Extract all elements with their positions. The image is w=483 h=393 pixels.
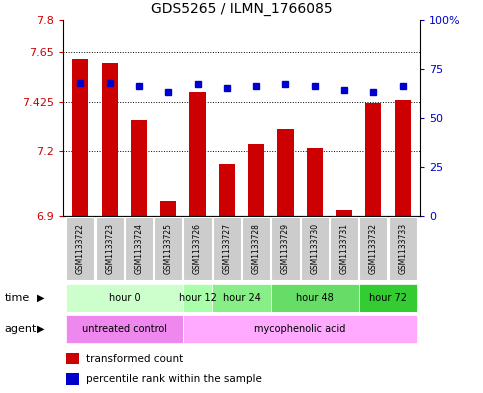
FancyBboxPatch shape [66,315,183,343]
Bar [395,101,411,216]
Text: GSM1133727: GSM1133727 [222,223,231,274]
Text: ▶: ▶ [37,324,45,334]
FancyBboxPatch shape [183,284,212,312]
Bar [307,149,323,216]
Bar [189,92,206,216]
FancyBboxPatch shape [359,284,417,312]
Bar [277,129,294,216]
Bar [101,63,118,216]
Bar [66,353,79,364]
Text: GSM1133722: GSM1133722 [76,223,85,274]
Text: GSM1133728: GSM1133728 [252,223,261,274]
Text: ▶: ▶ [37,293,45,303]
FancyBboxPatch shape [66,284,183,312]
Text: percentile rank within the sample: percentile rank within the sample [86,374,262,384]
FancyBboxPatch shape [242,217,270,280]
Text: transformed count: transformed count [86,354,183,364]
Text: GSM1133731: GSM1133731 [340,223,349,274]
FancyBboxPatch shape [271,217,299,280]
FancyBboxPatch shape [96,217,124,280]
Bar [219,164,235,216]
FancyBboxPatch shape [301,217,329,280]
Bar [131,120,147,216]
Text: hour 24: hour 24 [223,293,260,303]
FancyBboxPatch shape [359,217,387,280]
Bar [72,59,88,216]
FancyBboxPatch shape [388,217,417,280]
FancyBboxPatch shape [330,217,358,280]
Text: agent: agent [5,324,37,334]
Title: GDS5265 / ILMN_1766085: GDS5265 / ILMN_1766085 [151,2,332,16]
Bar [336,209,352,216]
Text: time: time [5,293,30,303]
FancyBboxPatch shape [213,217,241,280]
Text: GSM1133733: GSM1133733 [398,223,407,274]
FancyBboxPatch shape [271,284,359,312]
FancyBboxPatch shape [154,217,182,280]
Text: mycophenolic acid: mycophenolic acid [255,324,346,334]
FancyBboxPatch shape [125,217,153,280]
Bar [160,201,176,216]
Text: hour 0: hour 0 [109,293,140,303]
Text: GSM1133730: GSM1133730 [310,223,319,274]
FancyBboxPatch shape [183,315,417,343]
Text: hour 48: hour 48 [296,293,334,303]
Text: GSM1133724: GSM1133724 [134,223,143,274]
Bar [66,373,79,385]
FancyBboxPatch shape [212,284,271,312]
FancyBboxPatch shape [66,217,95,280]
Text: hour 12: hour 12 [179,293,216,303]
Bar [365,103,382,216]
Text: GSM1133729: GSM1133729 [281,223,290,274]
Text: GSM1133732: GSM1133732 [369,223,378,274]
Text: GSM1133723: GSM1133723 [105,223,114,274]
Text: GSM1133725: GSM1133725 [164,223,173,274]
Bar [248,144,264,216]
Text: untreated control: untreated control [82,324,167,334]
Text: hour 72: hour 72 [369,293,407,303]
Text: GSM1133726: GSM1133726 [193,223,202,274]
FancyBboxPatch shape [184,217,212,280]
